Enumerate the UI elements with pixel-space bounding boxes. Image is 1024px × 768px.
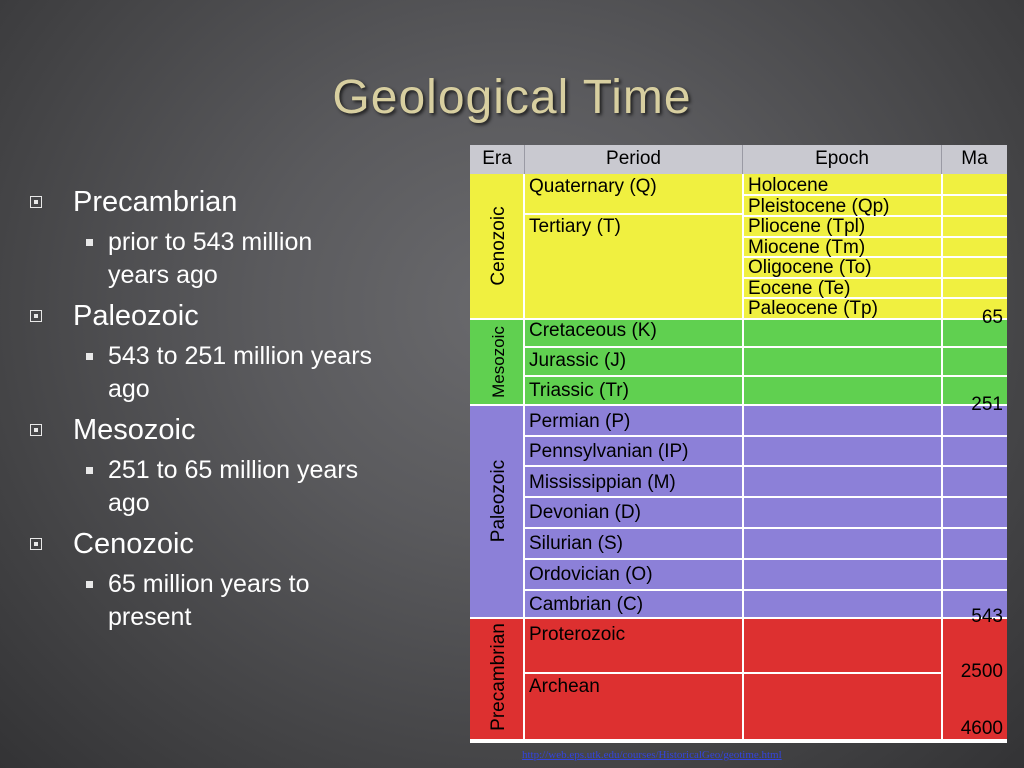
square-bullet-icon [86, 581, 93, 588]
period-tertiary: Tertiary (T) [529, 216, 621, 237]
bullet-cenozoic: Cenozoic [28, 526, 458, 562]
period-archean: Archean [529, 676, 600, 697]
sub-bullet-precambrian: prior to 543 million years ago [28, 226, 458, 292]
period-permian: Permian (P) [529, 411, 631, 432]
square-bullet-icon [86, 353, 93, 360]
row-divider [525, 589, 1007, 591]
ma-value-543: 543 [971, 606, 1003, 627]
ma-value-2500: 2500 [960, 661, 1003, 682]
era-label-paleozoic: Paleozoic [488, 459, 509, 543]
row-divider [525, 527, 1007, 529]
precambrian-band [470, 618, 1007, 739]
bullet-list: Precambrian prior to 543 million years a… [28, 180, 458, 640]
bullet-mesozoic: Mesozoic [28, 412, 458, 448]
sub-bullet-mesozoic: 251 to 65 million years ago [28, 454, 458, 520]
row-divider [525, 346, 1007, 348]
row-divider [743, 256, 1007, 258]
column-divider [941, 174, 943, 739]
square-bullet-icon [30, 196, 42, 208]
row-divider [743, 194, 1007, 196]
ma-value-251: 251 [971, 394, 1003, 415]
era-label-cenozoic: Cenozoic [488, 206, 509, 286]
square-bullet-icon [86, 467, 93, 474]
period-proterozoic: Proterozoic [529, 624, 626, 645]
sub-bullet-paleozoic: 543 to 251 million years ago [28, 340, 458, 406]
row-divider [525, 465, 1007, 467]
square-bullet-icon [30, 424, 42, 436]
epoch-paleocene: Paleocene (Tp) [748, 298, 878, 319]
epoch-oligocene: Oligocene (To) [748, 257, 872, 278]
slide-title: Geological Time [332, 71, 692, 124]
era-divider [470, 617, 1007, 619]
geologic-time-table: Era Period Epoch Ma [470, 145, 1007, 743]
era-label-mesozoic: Mesozoic [489, 326, 508, 398]
mesozoic-band [470, 319, 1007, 405]
period-quaternary: Quaternary (Q) [529, 176, 657, 197]
row-divider [525, 435, 1007, 437]
row-divider [525, 375, 1007, 377]
paleozoic-band [470, 405, 1007, 618]
period-jurassic: Jurassic (J) [529, 350, 627, 371]
row-divider [525, 672, 942, 674]
ma-value-65: 65 [981, 307, 1003, 328]
period-triassic: Triassic (Tr) [529, 380, 629, 401]
cenozoic-band [470, 174, 1007, 319]
period-silurian: Silurian (S) [529, 533, 623, 554]
row-divider [525, 213, 742, 215]
period-devonian: Devonian (D) [529, 502, 641, 523]
row-divider [525, 496, 1007, 498]
epoch-eocene: Eocene (Te) [748, 278, 851, 299]
header-period: Period [525, 145, 743, 174]
square-bullet-icon [30, 310, 42, 322]
column-divider [742, 174, 744, 739]
ma-value-4600: 4600 [960, 718, 1003, 739]
column-divider [523, 174, 525, 739]
header-era: Era [470, 145, 525, 174]
header-ma: Ma [942, 145, 1007, 174]
epoch-pleistocene: Pleistocene (Qp) [748, 196, 890, 217]
source-link[interactable]: http://web.eps.utk.edu/courses/Historica… [522, 749, 782, 761]
sub-bullet-cenozoic: 65 million years to present [28, 568, 458, 634]
row-divider [743, 297, 1007, 299]
epoch-holocene: Holocene [748, 175, 829, 196]
square-bullet-icon [86, 239, 93, 246]
era-divider [470, 318, 1007, 320]
row-divider [743, 215, 1007, 217]
era-label-precambrian: Precambrian [488, 623, 509, 731]
row-divider [743, 236, 1007, 238]
period-pennsylvanian: Pennsylvanian (IP) [529, 441, 689, 462]
bullet-precambrian: Precambrian [28, 184, 458, 220]
period-mississippian: Mississippian (M) [529, 472, 676, 493]
period-cambrian: Cambrian (C) [529, 594, 644, 615]
period-ordovician: Ordovician (O) [529, 564, 653, 585]
row-divider [525, 558, 1007, 560]
epoch-miocene: Miocene (Tm) [748, 237, 866, 258]
period-cretaceous: Cretaceous (K) [529, 320, 657, 341]
row-divider [743, 277, 1007, 279]
square-bullet-icon [30, 538, 42, 550]
bullet-paleozoic: Paleozoic [28, 298, 458, 334]
header-epoch: Epoch [743, 145, 942, 174]
epoch-pliocene: Pliocene (Tpl) [748, 216, 866, 237]
era-divider [470, 404, 1007, 406]
